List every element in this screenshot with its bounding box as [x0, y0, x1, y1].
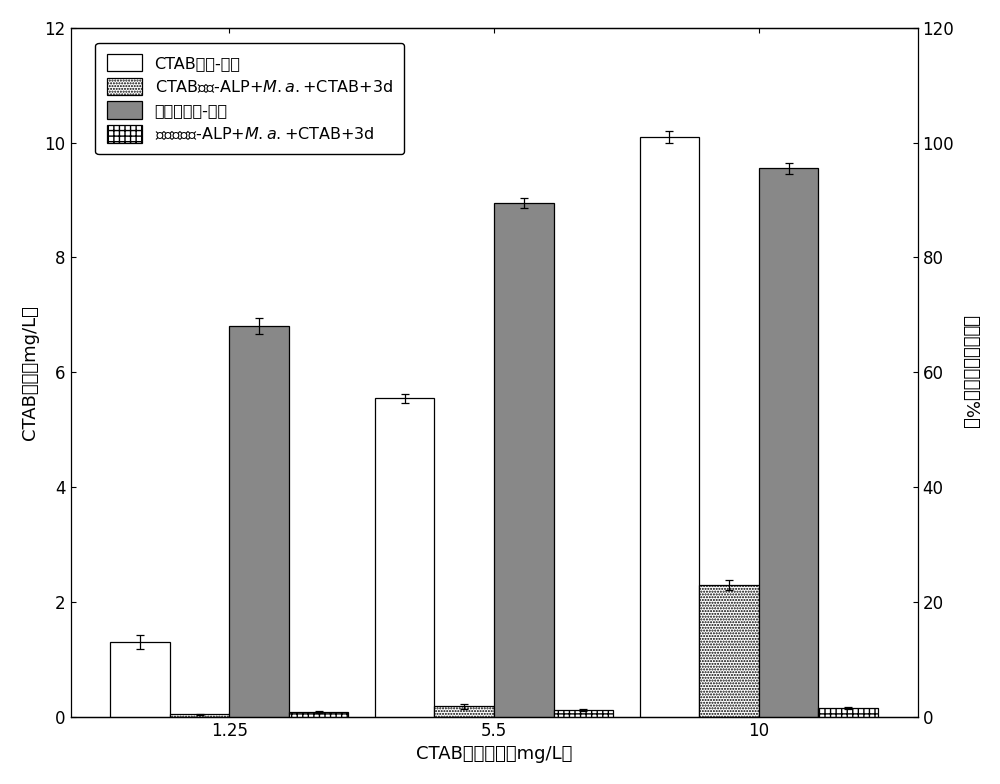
Bar	[759, 169, 818, 717]
Bar	[375, 398, 434, 717]
Y-axis label: 费氏弧菌抑制率（%）: 费氏弧菌抑制率（%）	[961, 315, 979, 429]
Bar	[554, 710, 613, 717]
Bar	[110, 642, 170, 717]
Bar	[818, 708, 878, 717]
Legend: CTAB含量-对照, CTAB含量-ALP+$\it{M.a.}$+CTAB+3d, 弧菌抑制率-对照, 弧菌抑制率-ALP+$\it{M.a.}$+CTAB+: CTAB含量-对照, CTAB含量-ALP+$\it{M.a.}$+CTAB+3…	[95, 42, 404, 154]
Bar	[229, 326, 289, 717]
Bar	[434, 706, 494, 717]
Y-axis label: CTAB含量（mg/L）: CTAB含量（mg/L）	[21, 305, 39, 440]
Bar	[494, 203, 554, 717]
Bar	[640, 137, 699, 717]
Bar	[289, 712, 348, 717]
Bar	[170, 714, 229, 717]
Bar	[699, 585, 759, 717]
X-axis label: CTAB初始浓度（mg/L）: CTAB初始浓度（mg/L）	[416, 745, 572, 763]
